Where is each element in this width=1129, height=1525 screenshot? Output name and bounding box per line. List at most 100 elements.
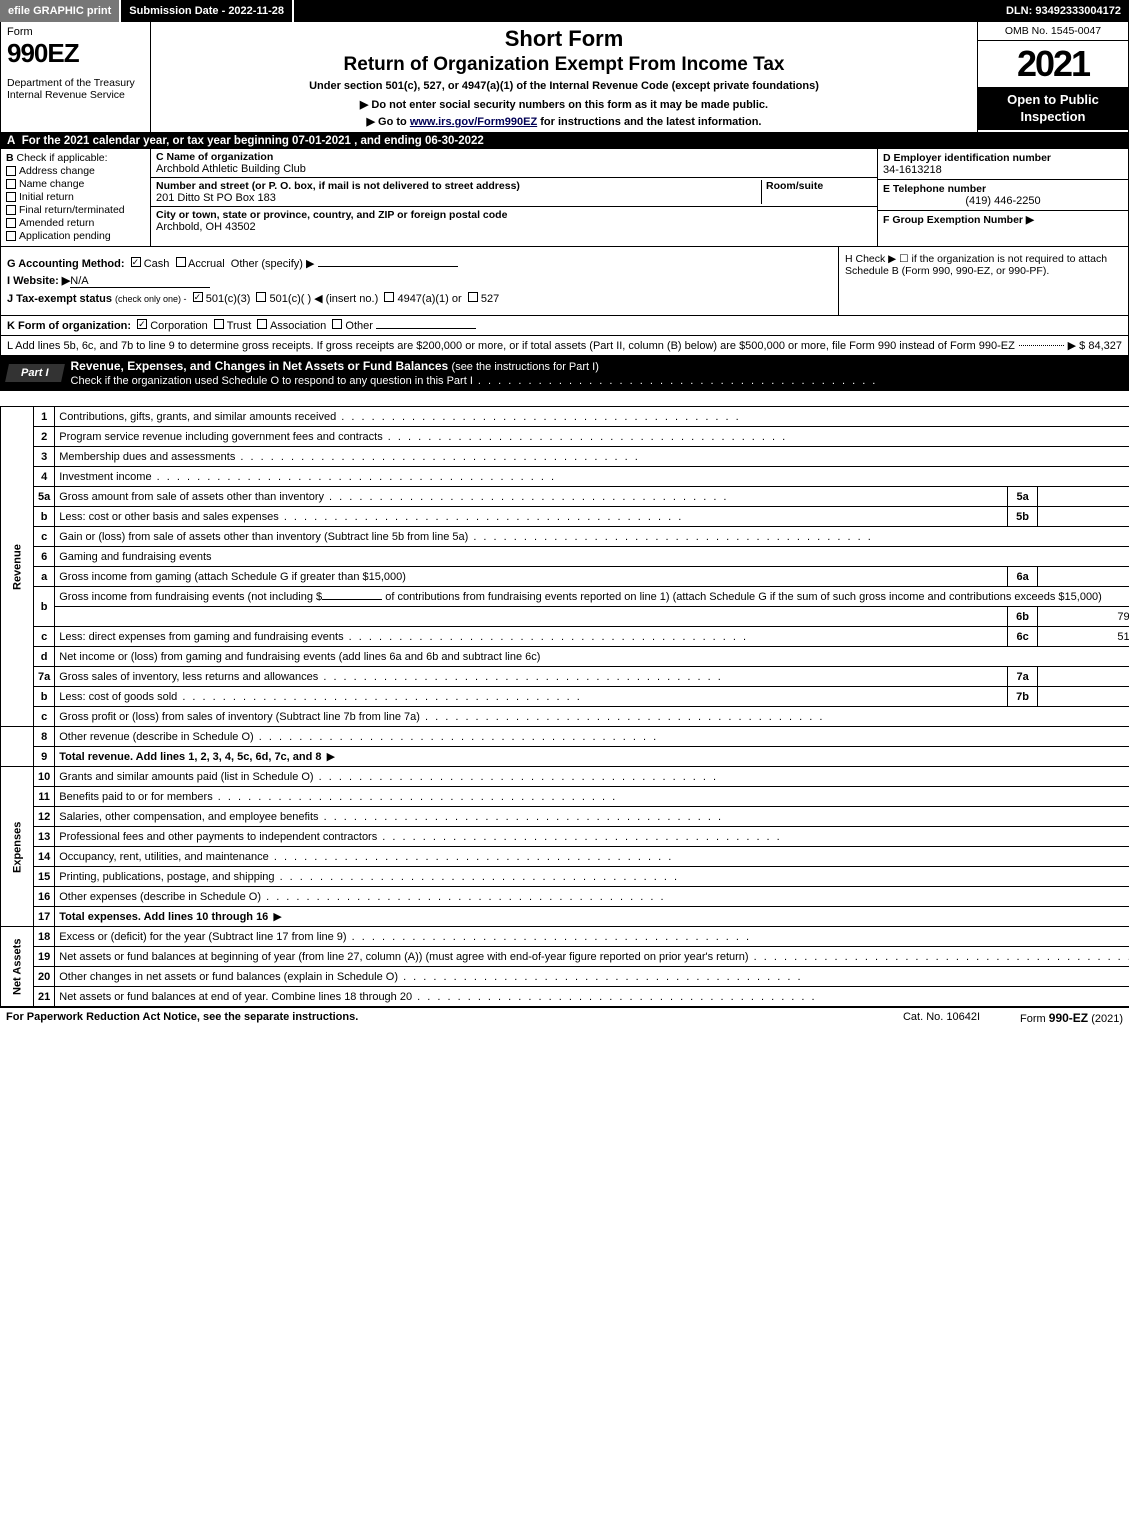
part1-table: Revenue 1 Contributions, gifts, grants, … [0, 406, 1129, 1007]
line-7c-desc: Gross profit or (loss) from sales of inv… [55, 707, 1129, 727]
efile-print[interactable]: efile GRAPHIC print [0, 0, 121, 22]
line-h: H Check ▶ ☐ if the organization is not r… [838, 247, 1128, 315]
val-gross-receipts: ▶ $ 84,327 [1068, 339, 1122, 352]
line-7a-amt [1038, 667, 1129, 687]
line-6-desc: Gaming and fundraising events [55, 547, 1129, 567]
header-left: Form 990EZ Department of the Treasury In… [1, 22, 151, 132]
col-b-checkboxes: B Check if applicable: Address change Na… [1, 149, 151, 246]
line-g: G Accounting Method: Cash Accrual Other … [7, 257, 832, 270]
line-5b-amt [1038, 507, 1129, 527]
chk-other[interactable] [332, 319, 342, 329]
irs-link[interactable]: www.irs.gov/Form990EZ [410, 116, 537, 128]
val-org-name: Archbold Athletic Building Club [156, 163, 872, 175]
chk-schedule-o[interactable] [0, 391, 12, 403]
val-address: 201 Ditto St PO Box 183 [156, 192, 757, 204]
col-c-org-info: C Name of organization Archbold Athletic… [151, 149, 878, 246]
line-5b-desc: Less: cost or other basis and sales expe… [55, 507, 1008, 527]
section-bcdef: B Check if applicable: Address change Na… [0, 149, 1129, 247]
department: Department of the Treasury Internal Reve… [7, 77, 144, 101]
val-website: N/A [70, 275, 210, 288]
tax-year: 2021 [978, 41, 1128, 88]
chk-association[interactable] [257, 319, 267, 329]
chk-initial-return[interactable] [6, 192, 16, 202]
footer: For Paperwork Reduction Act Notice, see … [0, 1007, 1129, 1028]
omb-number: OMB No. 1545-0047 [978, 22, 1128, 41]
chk-501c[interactable] [256, 292, 266, 302]
line-11-desc: Benefits paid to or for members [55, 787, 1129, 807]
form-word: Form [7, 26, 144, 38]
title-return: Return of Organization Exempt From Incom… [159, 54, 969, 76]
val-city: Archbold, OH 43502 [156, 221, 872, 233]
line-5a-desc: Gross amount from sale of assets other t… [55, 487, 1008, 507]
footer-form-ref: Form 990-EZ (2021) [1020, 1011, 1123, 1025]
line-1-desc: Contributions, gifts, grants, and simila… [55, 407, 1129, 427]
line-7b-desc: Less: cost of goods sold [55, 687, 1008, 707]
footer-left: For Paperwork Reduction Act Notice, see … [6, 1011, 358, 1025]
chk-amended-return[interactable] [6, 218, 16, 228]
title-short-form: Short Form [159, 26, 969, 52]
row-a-tax-year: A For the 2021 calendar year, or tax yea… [0, 133, 1129, 149]
line-5c-desc: Gain or (loss) from sale of assets other… [55, 527, 1129, 547]
line-6a-amt [1038, 567, 1129, 587]
line-6a-desc: Gross income from gaming (attach Schedul… [55, 567, 1008, 587]
col-def: D Employer identification number 34-1613… [878, 149, 1128, 246]
line-19-desc: Net assets or fund balances at beginning… [55, 947, 1129, 967]
line-i: I Website: ▶N/A [7, 274, 832, 288]
chk-4947[interactable] [384, 292, 394, 302]
label-room: Room/suite [766, 180, 872, 192]
label-address: Number and street (or P. O. box, if mail… [156, 180, 757, 192]
line-13-desc: Professional fees and other payments to … [55, 827, 1129, 847]
line-10-desc: Grants and similar amounts paid (list in… [55, 767, 1129, 787]
chk-cash[interactable] [131, 257, 141, 267]
part1-header: Part I Revenue, Expenses, and Changes in… [0, 356, 1129, 391]
label-org-name: C Name of organization [156, 151, 872, 163]
form-header: Form 990EZ Department of the Treasury In… [0, 22, 1129, 133]
top-bar: efile GRAPHIC print Submission Date - 20… [0, 0, 1129, 22]
row-k: K Form of organization: Corporation Trus… [0, 316, 1129, 336]
line-17-desc: Total expenses. Add lines 10 through 16 [55, 907, 1129, 927]
line-6b-desc1: Gross income from fundraising events (no… [55, 587, 1129, 607]
line-21-desc: Net assets or fund balances at end of ye… [55, 987, 1129, 1007]
section-ghij: G Accounting Method: Cash Accrual Other … [0, 247, 1129, 316]
chk-527[interactable] [468, 292, 478, 302]
chk-name-change[interactable] [6, 179, 16, 189]
dln: DLN: 93492333004172 [998, 0, 1129, 22]
part1-tab: Part I [5, 364, 64, 382]
side-net-assets: Net Assets [1, 927, 34, 1007]
footer-cat-no: Cat. No. 10642I [903, 1011, 980, 1025]
header-right: OMB No. 1545-0047 2021 Open to Public In… [978, 22, 1128, 132]
submission-date: Submission Date - 2022-11-28 [121, 0, 294, 22]
line-9-desc: Total revenue. Add lines 1, 2, 3, 4, 5c,… [55, 747, 1129, 767]
line-12-desc: Salaries, other compensation, and employ… [55, 807, 1129, 827]
line-15-desc: Printing, publications, postage, and shi… [55, 867, 1129, 887]
chk-501c3[interactable] [193, 292, 203, 302]
label-city: City or town, state or province, country… [156, 209, 872, 221]
line-2-desc: Program service revenue including govern… [55, 427, 1129, 447]
side-expenses: Expenses [1, 767, 34, 927]
line-6b-amt: 79,966 [1038, 607, 1129, 627]
line-7a-desc: Gross sales of inventory, less returns a… [55, 667, 1008, 687]
chk-application-pending[interactable] [6, 231, 16, 241]
form-number: 990EZ [7, 38, 144, 69]
chk-final-return[interactable] [6, 205, 16, 215]
line-8-desc: Other revenue (describe in Schedule O) [55, 727, 1129, 747]
val-ein: 34-1613218 [883, 164, 1123, 176]
side-revenue: Revenue [1, 407, 34, 727]
line-4-desc: Investment income [55, 467, 1129, 487]
line-j: J Tax-exempt status (check only one) - 5… [7, 292, 832, 305]
line-3-desc: Membership dues and assessments [55, 447, 1129, 467]
chk-trust[interactable] [214, 319, 224, 329]
line-6c-desc: Less: direct expenses from gaming and fu… [55, 627, 1008, 647]
line-14-desc: Occupancy, rent, utilities, and maintena… [55, 847, 1129, 867]
label-ein: D Employer identification number [883, 152, 1123, 164]
line-18-desc: Excess or (deficit) for the year (Subtra… [55, 927, 1129, 947]
note-goto: ▶ Go to www.irs.gov/Form990EZ for instru… [159, 115, 969, 128]
line-5a-amt [1038, 487, 1129, 507]
header-mid: Short Form Return of Organization Exempt… [151, 22, 978, 132]
chk-address-change[interactable] [6, 166, 16, 176]
val-telephone: (419) 446-2250 [883, 195, 1123, 207]
chk-corporation[interactable] [137, 319, 147, 329]
line-6d-desc: Net income or (loss) from gaming and fun… [55, 647, 1129, 667]
chk-accrual[interactable] [176, 257, 186, 267]
open-to-public: Open to Public Inspection [978, 88, 1128, 130]
